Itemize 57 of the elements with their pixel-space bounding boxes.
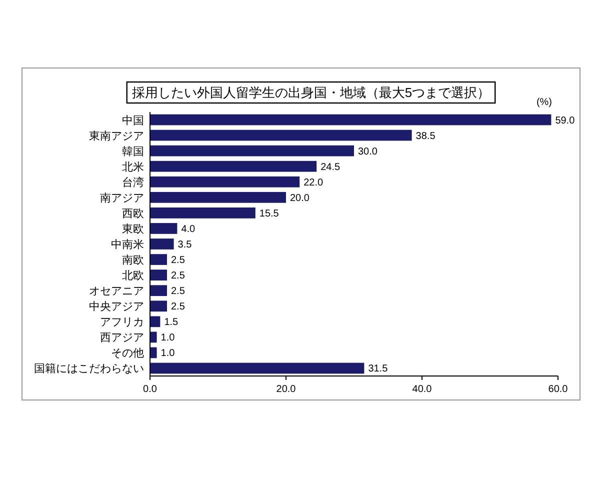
bar	[150, 362, 364, 374]
bar	[150, 316, 160, 328]
x-tick-label: 0.0	[143, 384, 158, 395]
y-tick-label: 東南アジア	[89, 129, 144, 142]
bar	[150, 270, 167, 280]
text: (%)	[536, 97, 552, 108]
data-label: 24.5	[320, 162, 340, 173]
y-tick-label: その他	[111, 348, 144, 360]
data-label: 4.0	[181, 224, 196, 235]
bar	[150, 114, 552, 126]
data-label: 15.5	[259, 208, 280, 220]
data-label: 1.0	[160, 332, 176, 344]
bar	[150, 332, 157, 343]
y-tick-label: 台湾	[122, 176, 144, 189]
data-label: 3.5	[178, 240, 192, 250]
y-tick-label: 南欧	[122, 254, 144, 267]
data-label: 1.0	[160, 348, 176, 360]
bar	[150, 300, 167, 312]
y-tick-label: 中央アジア	[89, 300, 144, 314]
data-label: 30.0	[358, 146, 378, 158]
bar	[150, 285, 167, 296]
bar	[150, 347, 157, 358]
y-tick-label: 韓国	[122, 144, 144, 158]
y-tick-label: 東欧	[122, 222, 144, 236]
data-label: 2.5	[171, 286, 186, 298]
data-label: 31.5	[368, 364, 388, 375]
y-tick-label: アフリカ	[100, 316, 144, 329]
y-tick-label: 西アジア	[100, 332, 144, 344]
y-tick-label: 中南米	[111, 238, 144, 251]
bar	[150, 145, 354, 156]
data-label: 59.0	[555, 115, 576, 126]
x-tick-label: 20.0	[276, 384, 296, 395]
data-label: 2.5	[171, 255, 186, 266]
data-label: 38.5	[416, 130, 436, 142]
y-tick-label: 中国	[122, 114, 144, 127]
bar	[150, 254, 167, 265]
data-label: 22.0	[304, 177, 324, 188]
bar	[150, 192, 286, 203]
data-label: 2.5	[171, 270, 186, 282]
data-label: 20.0	[290, 192, 310, 204]
y-tick-label: 国籍にはこだわらない	[34, 363, 144, 376]
bar	[150, 160, 317, 172]
y-tick-label: 西欧	[122, 208, 144, 220]
x-tick-label: 40.0	[412, 384, 432, 395]
bar	[150, 130, 412, 141]
bar	[150, 223, 178, 234]
y-tick-label: 南アジア	[100, 191, 144, 204]
y-tick-label: 北欧	[122, 269, 144, 282]
data-label: 2.5	[171, 302, 186, 313]
bar	[150, 238, 174, 250]
y-tick-label: オセアニア	[89, 286, 144, 298]
bar	[150, 208, 256, 218]
y-tick-label: 北米	[122, 160, 144, 174]
x-tick-label: 60.0	[548, 384, 568, 395]
bar	[150, 176, 300, 188]
data-label: 1.5	[164, 317, 179, 328]
chart-title: 採用したい外国人留学生の出身国・地域（最大5つまで選択）	[132, 85, 490, 100]
